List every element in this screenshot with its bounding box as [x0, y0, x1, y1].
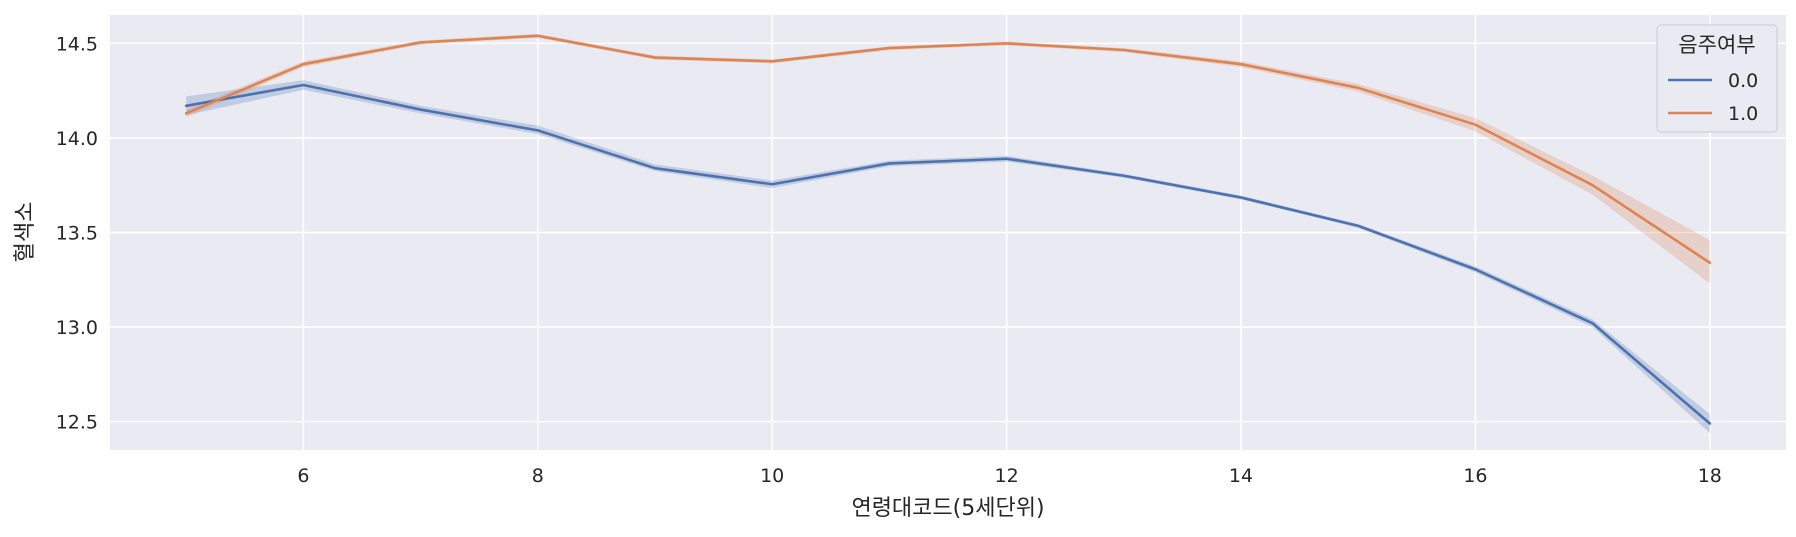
y-tick-label: 12.5	[56, 412, 98, 434]
series-line-0	[184, 83, 1712, 425]
y-tick-label: 14.5	[56, 33, 98, 55]
y-tick-labels: 12.5 13.0 13.5 14.0 14.5	[56, 33, 98, 433]
series-lines	[184, 34, 1712, 425]
x-axis-label: 연령대코드(5세단위)	[851, 496, 1044, 521]
y-tick-label: 14.0	[56, 128, 98, 150]
y-tick-label: 13.0	[56, 317, 98, 339]
x-tick-label: 18	[1698, 465, 1722, 487]
x-tick-label: 16	[1463, 465, 1487, 487]
y-tick-label: 13.5	[56, 223, 98, 245]
grid-lines	[110, 15, 1786, 450]
legend-entries: 0.0 1.0	[1668, 70, 1758, 125]
legend-entry-label: 1.0	[1728, 103, 1758, 125]
legend-box	[1656, 24, 1778, 133]
y-axis-label: 혈색소	[13, 202, 38, 263]
legend-entry-label: 0.0	[1728, 70, 1758, 92]
series-line-1	[184, 34, 1712, 265]
legend-title: 음주여부	[1678, 33, 1755, 57]
x-tick-label: 10	[760, 465, 784, 487]
x-tick-label: 14	[1229, 465, 1253, 487]
x-tick-label: 6	[297, 465, 309, 487]
x-tick-labels: 6 8 10 12 14 16 18	[297, 465, 1722, 487]
legend: 음주여부 0.0 1.0	[1656, 24, 1778, 133]
x-tick-label: 12	[995, 465, 1019, 487]
x-tick-label: 8	[532, 465, 544, 487]
